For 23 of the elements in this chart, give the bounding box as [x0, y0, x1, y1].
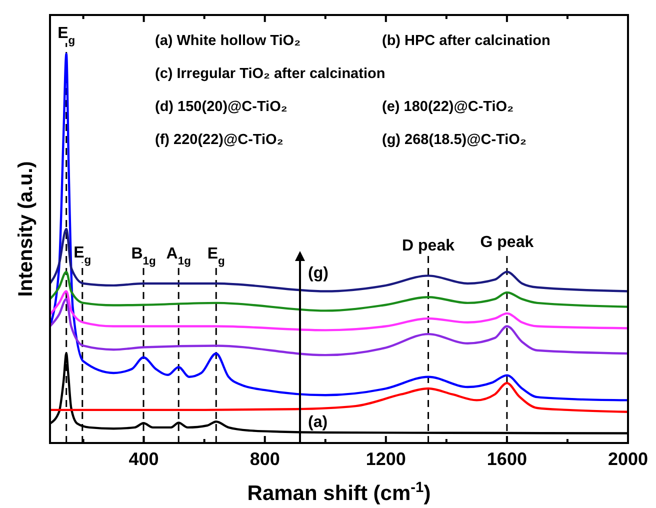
annotation: (e) 180(22)@C-TiO₂: [382, 99, 514, 115]
text: (b) HPC after calcination: [382, 33, 550, 49]
ref-line-label: D peak: [402, 238, 455, 255]
x-tick-label: 800: [250, 449, 280, 469]
ref-line-label: G peak: [480, 234, 534, 251]
y-axis-title: Intensity (a.u.): [15, 161, 37, 297]
x-tick-label: 1600: [486, 449, 527, 469]
ref-line-label: E$_{g}$: [74, 244, 92, 266]
annotation: (d) 150(20)@C-TiO₂: [155, 99, 288, 115]
annotation: (g) 268(18.5)@C-TiO₂: [382, 132, 526, 148]
text: (a) White hollow TiO₂: [155, 33, 301, 49]
annotation: (f) 220(22)@C-TiO₂: [155, 132, 284, 148]
x-tick-label: 400: [128, 449, 159, 469]
annotation: (a): [308, 414, 328, 431]
annotation: (c) Irregular TiO₂ after calcination: [155, 66, 386, 82]
annotation: (g): [308, 265, 328, 282]
ref-line-label: A$_{1g}$: [166, 245, 192, 268]
x-tick-label: 1200: [366, 449, 406, 469]
ref-line-label: E$_{g}$: [58, 25, 76, 47]
ref-line-label: B$_{1g}$: [131, 245, 156, 268]
ref-line-label: E$_{g}$: [207, 245, 226, 268]
x-tick-label: 2000: [608, 449, 648, 469]
x-axis-title: Raman shift (cm$^{-1}$): [247, 480, 431, 505]
